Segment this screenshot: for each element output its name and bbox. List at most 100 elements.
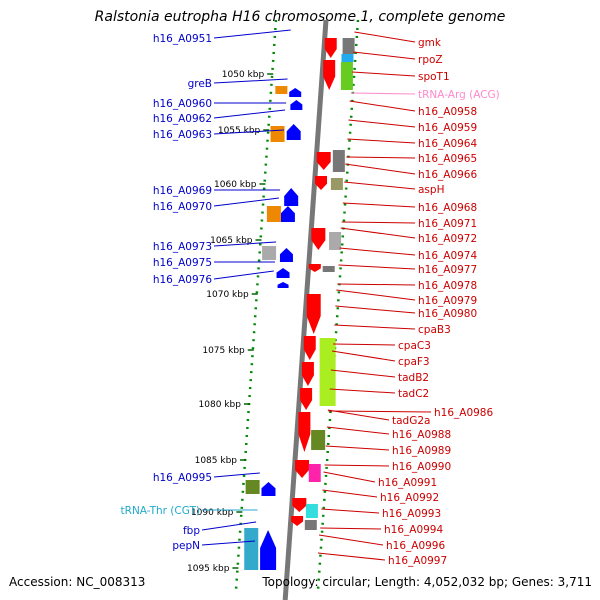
gene-label-right: h16_A0958 <box>418 106 477 118</box>
gene-label-right: h16_A0997 <box>388 555 447 567</box>
gene-feature-box <box>342 38 355 54</box>
gene-feature-box <box>304 520 317 530</box>
gene-label-right: h16_A0966 <box>418 169 477 181</box>
kbp-tick-label: 1085 kbp <box>195 456 238 466</box>
gene-leader-left <box>213 270 274 280</box>
gene-leader-right <box>323 471 376 483</box>
gene-leader-left <box>213 472 260 478</box>
gene-label-right: h16_A0988 <box>392 429 451 441</box>
gene-label-right: h16_A0974 <box>418 250 477 262</box>
gene-label-right: h16_A0979 <box>418 295 477 307</box>
guide-line-left <box>234 19 278 591</box>
gene-label-left: h16_A0951 <box>153 33 212 45</box>
gene-label-right: h16_A0972 <box>418 233 477 245</box>
gene-label-left: tRNA-Thr (CGT) <box>121 505 200 517</box>
gene-leader-left <box>213 129 285 135</box>
forward-gene-arrow <box>284 188 299 206</box>
gene-label-right: tadG2a <box>392 415 430 427</box>
accession-text: Accession: NC_008313 <box>9 575 146 589</box>
gene-leader-left <box>213 109 286 119</box>
gene-feature-box <box>275 86 288 94</box>
gene-label-right: cpaF3 <box>398 356 430 368</box>
reverse-gene-arrow <box>324 38 337 58</box>
gene-leader-right <box>325 445 390 451</box>
gene-feature-box <box>340 62 353 90</box>
gene-label-right: h16_A0977 <box>418 264 477 276</box>
gene-label-right: h16_A0965 <box>418 153 477 165</box>
gene-label-right: h16_A0964 <box>418 138 477 150</box>
gene-label-left: h16_A0962 <box>153 113 212 125</box>
gene-leader-right <box>354 31 416 43</box>
chromosome-backbone <box>282 19 329 600</box>
gene-label-right: h16_A0992 <box>380 492 439 504</box>
gene-feature-box <box>308 464 321 482</box>
gene-label-right: h16_A0959 <box>418 122 477 134</box>
gene-leader-right <box>337 283 416 286</box>
gene-label-right: h16_A0991 <box>378 477 437 489</box>
gene-leader-right <box>322 489 378 498</box>
gene-leader-right <box>341 221 416 224</box>
gene-leader-right <box>338 264 416 270</box>
gene-label-left: pepN <box>172 540 200 552</box>
reverse-gene-arrow <box>295 460 310 478</box>
kbp-tick-label: 1090 kbp <box>191 508 234 518</box>
gene-label-left: h16_A0973 <box>153 241 212 253</box>
gene-label-right: aspH <box>418 184 444 196</box>
gene-leader-right <box>340 227 416 239</box>
genome-summary: Topology: circular; Length: 4,052,032 bp… <box>262 575 592 589</box>
kbp-tick-label: 1095 kbp <box>187 564 230 574</box>
gene-label-left: greB <box>188 78 212 90</box>
gene-label-right: spoT1 <box>418 71 450 83</box>
forward-gene-arrow <box>261 482 276 496</box>
kbp-tick-label: 1080 kbp <box>199 400 242 410</box>
gene-leader-left <box>213 241 277 247</box>
gene-leader-right <box>352 71 416 77</box>
gene-feature-box <box>330 178 343 190</box>
reverse-gene-arrow <box>308 264 321 272</box>
gene-label-right: h16_A0989 <box>392 445 451 457</box>
reverse-gene-arrow <box>291 516 304 526</box>
gene-label-right: h16_A0971 <box>418 218 477 230</box>
reverse-gene-arrow <box>311 228 326 250</box>
gene-feature-box <box>332 150 345 172</box>
reverse-gene-arrow <box>300 388 313 410</box>
gene-feature-box <box>322 266 335 272</box>
reverse-gene-arrow <box>303 336 316 360</box>
forward-gene-arrow <box>286 124 301 140</box>
kbp-tick-label: 1075 kbp <box>202 346 245 356</box>
gene-label-right: h16_A0993 <box>382 508 441 520</box>
forward-gene-arrow <box>290 100 303 110</box>
gene-leader-right <box>330 369 396 378</box>
gene-leader-right <box>335 305 416 314</box>
gene-label-left: h16_A0970 <box>153 201 212 213</box>
map-title: Ralstonia eutropha H16 chromosome 1, com… <box>94 9 506 25</box>
gene-leader-right <box>326 426 390 435</box>
gene-leader-left <box>213 29 291 39</box>
gene-leader-right <box>324 464 390 467</box>
gene-leader-right <box>336 289 416 301</box>
gene-label-right: cpaC3 <box>398 340 431 352</box>
forward-gene-arrow <box>276 268 290 278</box>
gene-label-right: tadB2 <box>398 372 429 384</box>
reverse-gene-arrow <box>315 176 328 190</box>
gene-feature-box <box>262 246 277 260</box>
gene-leader-right <box>317 552 386 561</box>
gene-label-left: h16_A0995 <box>153 472 212 484</box>
gene-leader-right <box>333 343 396 346</box>
gene-label-right: h16_A0980 <box>418 308 477 320</box>
gene-feature-box <box>270 126 285 142</box>
gene-leader-right <box>345 163 416 175</box>
gene-label-left: h16_A0975 <box>153 257 212 269</box>
gene-leader-right <box>318 534 384 546</box>
gene-label-right: gmk <box>418 37 442 49</box>
reverse-gene-arrow <box>323 60 336 90</box>
gene-leader-right <box>344 181 416 190</box>
reverse-gene-arrow <box>301 362 314 386</box>
gene-label-left: h16_A0963 <box>153 129 212 141</box>
gene-leader-right <box>321 508 380 514</box>
gene-label-right: h16_A0990 <box>392 461 451 473</box>
gene-feature-box <box>244 528 259 570</box>
gene-feature-box <box>245 480 260 494</box>
gene-label-right: tadC2 <box>398 388 429 400</box>
